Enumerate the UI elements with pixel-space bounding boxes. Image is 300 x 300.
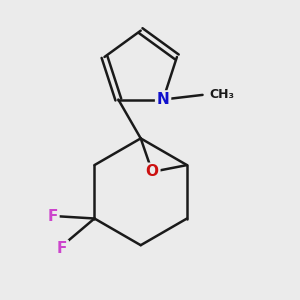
Text: F: F [47, 209, 58, 224]
Text: F: F [57, 241, 67, 256]
Text: O: O [146, 164, 159, 179]
Text: N: N [157, 92, 169, 107]
Text: CH₃: CH₃ [209, 88, 235, 101]
